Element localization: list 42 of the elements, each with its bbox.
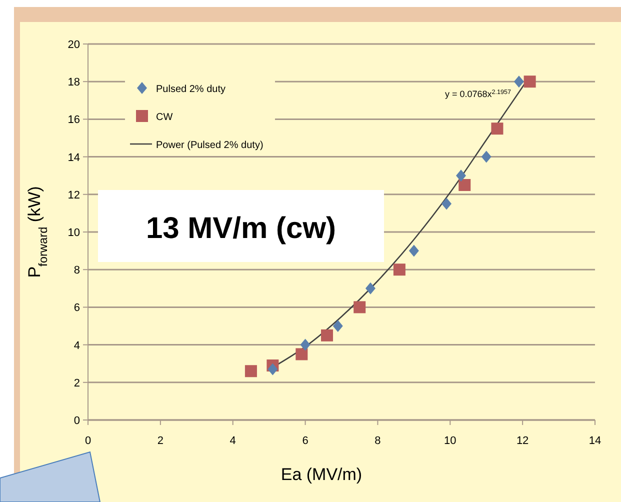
point: [442, 198, 452, 210]
point: [456, 170, 466, 182]
x-tick-label: 14: [588, 435, 602, 447]
x-tick-label: 2: [157, 435, 164, 447]
point: [524, 76, 536, 88]
y-tick-label: 10: [68, 227, 80, 239]
point: [300, 338, 310, 351]
y-tick-label: 6: [74, 302, 80, 314]
point: [393, 264, 406, 276]
point: [321, 329, 334, 342]
y-tick-label: 4: [74, 340, 80, 352]
legend-label: Power (Pulsed 2% duty): [156, 140, 264, 151]
y-tick-label: 12: [68, 189, 80, 202]
x-tick-label: 10: [444, 435, 456, 447]
y-tick-label: 16: [68, 114, 80, 126]
point: [491, 122, 504, 135]
point: [244, 365, 257, 378]
point: [296, 348, 308, 360]
legend-label: CW: [156, 112, 174, 123]
x-axis-title: Ea (MV/m): [280, 465, 362, 484]
annotation: y = 0.0768x$^{2.1957}$: [445, 88, 512, 99]
y-tick-label: 20: [68, 39, 80, 51]
point: [458, 179, 471, 191]
y-tick-label: 18: [68, 76, 80, 89]
x-tick-label: 12: [516, 435, 529, 447]
y-tick-label: 14: [68, 152, 80, 164]
legend-label: Pulsed 2% duty: [156, 84, 226, 95]
point: [332, 320, 343, 332]
point: [365, 282, 376, 294]
x-tick-label: 0: [84, 435, 92, 447]
point: [354, 301, 366, 314]
x-tick-label: 4: [230, 435, 236, 447]
point: [514, 76, 524, 88]
y-tick-label: 0: [74, 415, 80, 427]
point: [481, 150, 492, 163]
y-tick-label: 2: [74, 377, 80, 390]
point: [408, 244, 419, 257]
x-tick-label: 8: [374, 435, 381, 447]
y-tick-label: 8: [74, 264, 80, 277]
x-tick-label: 6: [302, 435, 308, 447]
point: [268, 363, 278, 376]
annotation: 13 MV/m (cw): [146, 212, 336, 245]
